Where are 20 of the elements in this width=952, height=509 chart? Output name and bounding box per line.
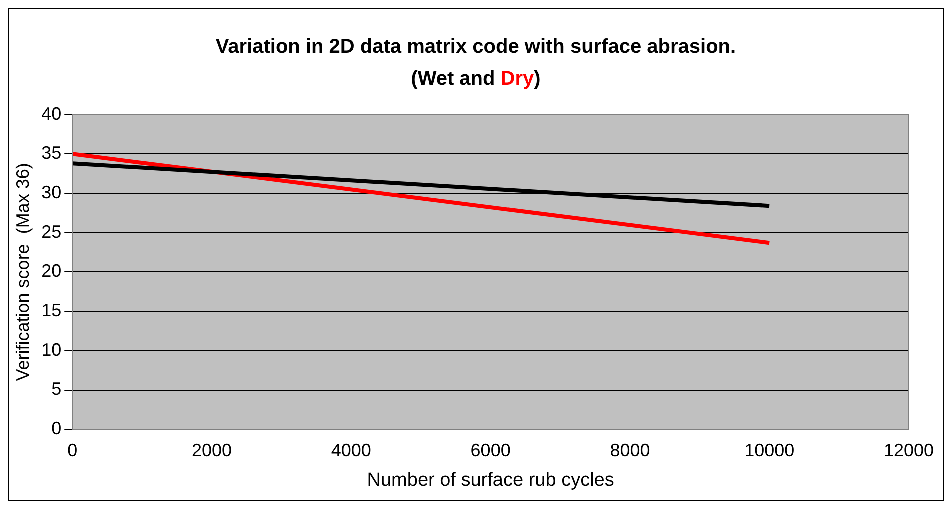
x-tick-label: 4000 [331, 440, 372, 460]
y-tick-label: 5 [52, 379, 62, 400]
x-tick-label: 10000 [744, 440, 795, 460]
y-tick-label: 35 [42, 143, 62, 164]
y-tick-label: 0 [52, 418, 62, 439]
chart-title: Variation in 2D data matrix code with surface abrasion. [214, 35, 738, 60]
x-tick-label: 2000 [192, 440, 232, 460]
chart-subtitle: (Wet and Dry) [410, 67, 542, 92]
x-tick-label: 6000 [470, 440, 511, 460]
y-tick-label: 10 [42, 340, 62, 360]
y-tick-label: 20 [42, 261, 62, 282]
x-tick-label: 12000 [884, 440, 934, 460]
x-tick-label: 0 [68, 440, 78, 460]
x-axis-title: Number of surface rub cycles [367, 470, 614, 491]
x-tick-label: 8000 [610, 440, 650, 460]
y-tick-label: 30 [42, 182, 62, 202]
y-axis-title: Verification score (Max 36) [12, 163, 33, 382]
y-tick-label: 40 [42, 104, 62, 124]
y-tick-label: 25 [42, 222, 62, 242]
y-tick-label: 15 [42, 300, 62, 321]
